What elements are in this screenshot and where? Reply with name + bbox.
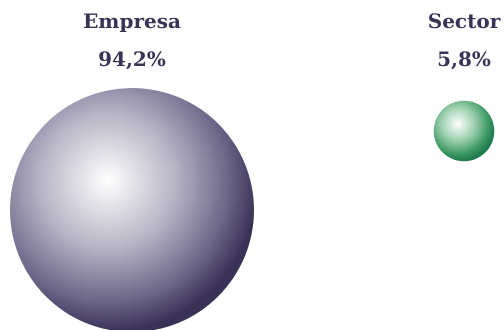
bubble-mark — [433, 100, 495, 162]
series-empresa: Empresa 94,2% — [10, 9, 254, 330]
series-name-label: Sector — [428, 9, 501, 33]
value-label: 5,8% — [437, 47, 491, 71]
bubble-mark — [10, 88, 254, 330]
series-name-label: Empresa — [83, 9, 181, 33]
value-label: 94,2% — [98, 47, 166, 71]
series-sector: Sector 5,8% — [428, 9, 501, 162]
